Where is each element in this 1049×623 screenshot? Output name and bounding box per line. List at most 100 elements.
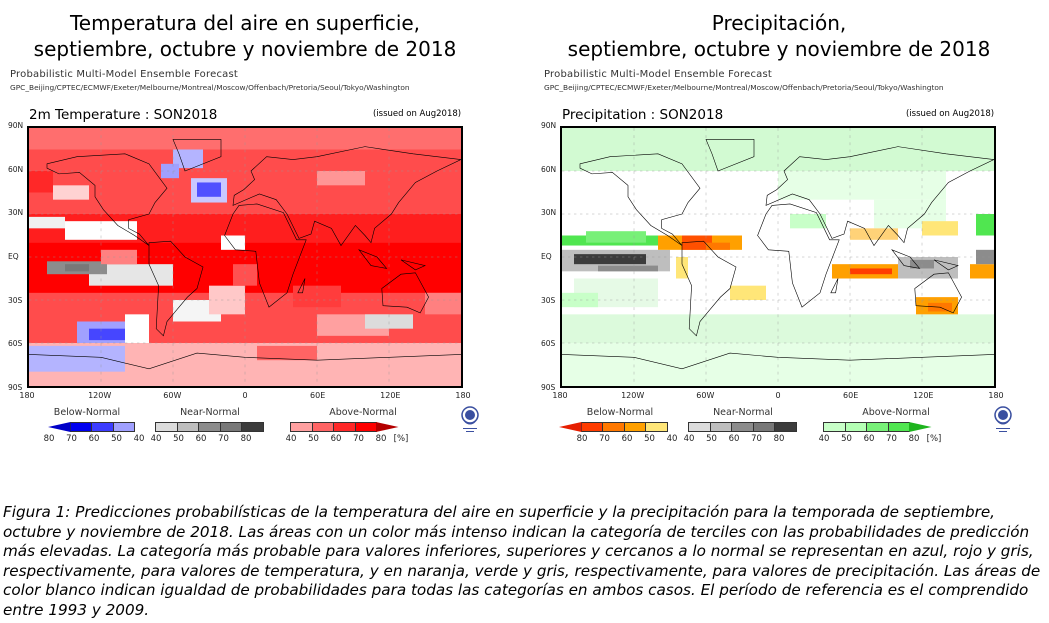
legend-swatch <box>887 422 910 432</box>
probability-region <box>976 249 994 265</box>
legend-swatch <box>623 422 646 432</box>
coastline <box>766 147 994 246</box>
legend-swatch <box>580 422 603 432</box>
legend-swatch <box>69 422 92 432</box>
probability-region <box>221 235 245 250</box>
probability-region <box>850 268 892 275</box>
lat-label: 90N <box>8 121 24 130</box>
lat-label: 90S <box>8 383 23 392</box>
probability-region <box>233 264 257 286</box>
legend-tick: 40 <box>818 434 830 444</box>
legend-tick: 80 <box>240 434 252 444</box>
legend-swatch <box>198 422 221 432</box>
coastline <box>706 139 754 171</box>
coastline <box>149 241 203 336</box>
probability-region <box>574 254 646 265</box>
legend-tick: 70 <box>886 434 897 444</box>
legend-tick: 80 <box>375 434 387 444</box>
legend-title: Below-Normal <box>53 407 121 418</box>
wmo-logo <box>458 404 482 434</box>
legend-swatch <box>752 422 775 432</box>
figure-caption: Figura 1: Predicciones probabilísticas d… <box>3 503 1041 619</box>
coastline <box>580 154 700 246</box>
antarctica-coastline <box>562 353 994 369</box>
panel-title: Precipitación, septiembre, octubre y novi… <box>534 10 1024 62</box>
map-title: 2m Temperature : SON2018 <box>29 107 218 123</box>
legend-swatch <box>688 422 711 432</box>
legend-tick: [%] <box>393 434 409 444</box>
legend-tick: 60 <box>88 434 100 444</box>
precipitation-map <box>560 126 996 388</box>
legend-colorbar <box>688 422 797 432</box>
lat-label: 30N <box>541 208 557 218</box>
probability-region <box>970 264 994 279</box>
legend-swatch <box>155 422 178 432</box>
legend-tick: 80 <box>908 434 920 444</box>
probability-region <box>682 235 712 250</box>
legend-colorbar <box>48 422 135 432</box>
legend-swatch <box>176 422 199 432</box>
lon-label: 60E <box>843 391 859 400</box>
legend-tick: 50 <box>706 434 717 444</box>
forecast-subtitle: Probabilistic Multi-Model Ensemble Forec… <box>10 69 238 80</box>
lon-label: 120W <box>621 391 645 400</box>
probability-region <box>257 345 317 361</box>
legend-tick: 80 <box>576 434 588 444</box>
title-line-2: septiembre, octubre y noviembre de 2018 <box>567 37 991 61</box>
coastline <box>831 279 838 293</box>
legend-tick: 50 <box>111 434 122 444</box>
lon-label: 120E <box>913 391 934 400</box>
lon-label: 120E <box>380 391 401 400</box>
legend-swatch <box>91 422 114 432</box>
probability-region <box>778 171 946 200</box>
map-title: Precipitation : SON2018 <box>562 107 724 123</box>
coastline <box>682 241 736 336</box>
legend-swatch <box>645 422 668 432</box>
legend-tick: 70 <box>218 434 229 444</box>
legend-swatch <box>290 422 313 432</box>
lat-label: EQ <box>541 252 552 261</box>
probability-region <box>293 285 341 308</box>
legend-colorbar <box>155 422 264 432</box>
legend-tick: 50 <box>308 434 319 444</box>
temperature-panel: Temperatura del aire en superficie, septi… <box>0 0 524 460</box>
legend-swatch <box>311 422 334 432</box>
lat-label: 60N <box>8 164 24 174</box>
legend-tick: 80 <box>43 434 55 444</box>
probability-region <box>125 314 149 343</box>
coastline <box>173 139 221 171</box>
contributing-centres: GPC_Beijing/CPTEC/ECMWF/Exeter/Melbourne… <box>10 83 410 92</box>
coastline <box>359 250 387 269</box>
wmo-logo <box>991 404 1015 434</box>
legend-colorbar <box>290 422 399 432</box>
legend-tick: 70 <box>66 434 77 444</box>
legend-swatch <box>731 422 754 432</box>
legend-swatch <box>602 422 625 432</box>
probability-region <box>29 171 53 193</box>
probability-region <box>161 163 179 179</box>
legend-tick: 50 <box>644 434 655 444</box>
legend-tick: 50 <box>173 434 184 444</box>
legend-swatch <box>241 422 264 432</box>
legend-title: Near-Normal <box>713 407 773 418</box>
contributing-centres: GPC_Beijing/CPTEC/ECMWF/Exeter/Melbourne… <box>544 83 944 92</box>
legend-swatch <box>112 422 135 432</box>
probability-region <box>173 145 203 169</box>
legend-tick: 60 <box>330 434 342 444</box>
legend-tick: 60 <box>621 434 633 444</box>
probability-region <box>29 345 125 372</box>
probability-region <box>425 292 461 315</box>
coastline <box>298 279 305 293</box>
legend-swatch <box>333 422 356 432</box>
legend-swatch <box>354 422 377 432</box>
lat-label: 30N <box>8 208 24 218</box>
probability-region <box>65 264 89 272</box>
lat-label: EQ <box>8 252 19 261</box>
legend-swatch <box>774 422 797 432</box>
lat-label: 60S <box>541 339 556 349</box>
coastline <box>915 273 962 313</box>
lon-label: 60E <box>310 391 326 400</box>
lat-label: 30S <box>541 295 556 305</box>
lon-label: 180 <box>455 391 471 400</box>
coastline <box>47 154 167 246</box>
